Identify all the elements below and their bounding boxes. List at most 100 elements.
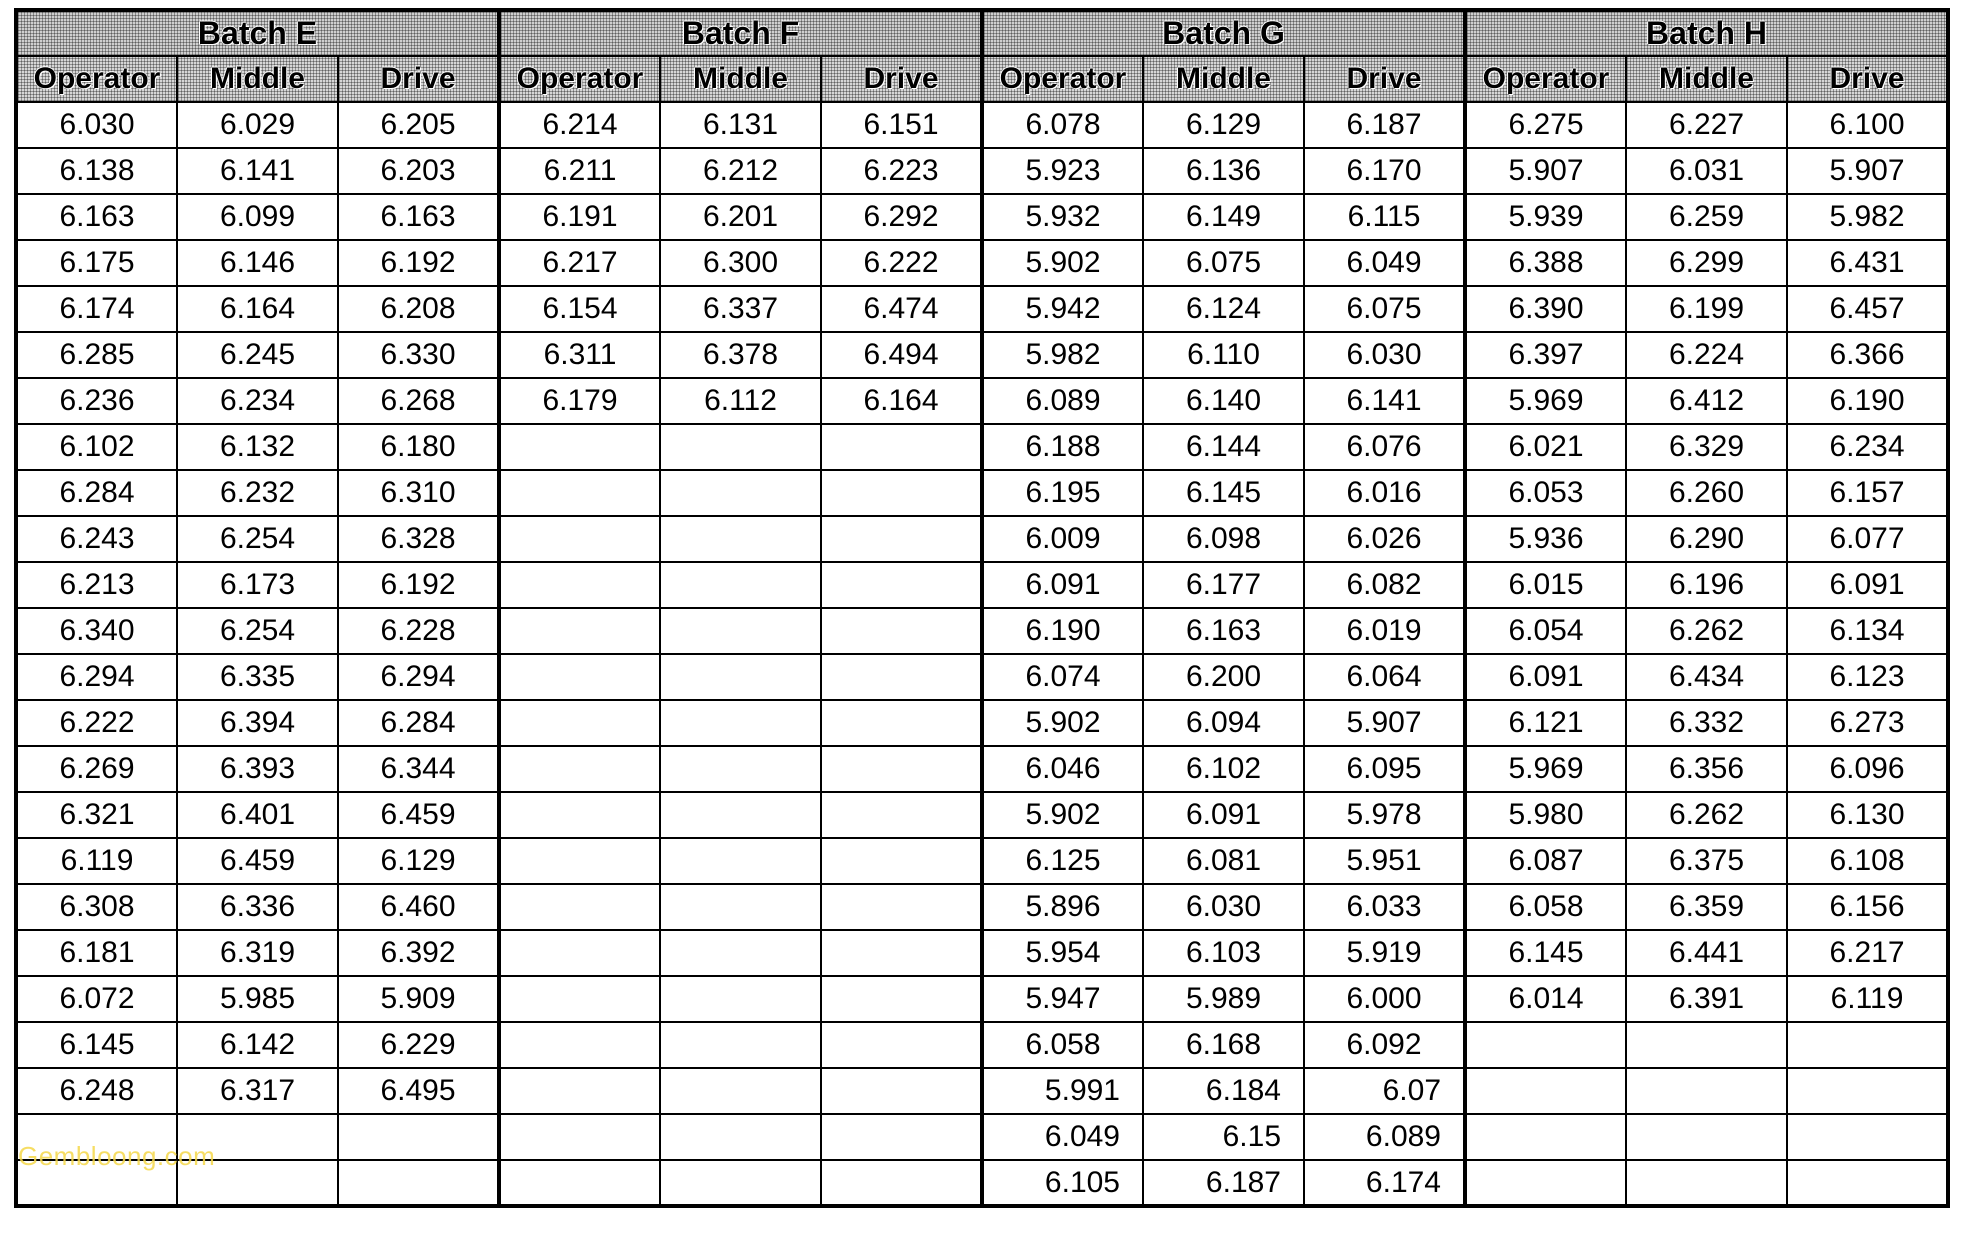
table-cell: 5.907 [1304,700,1465,746]
table-cell [660,976,821,1022]
table-row: 6.2946.3356.2946.0746.2006.0646.0916.434… [16,654,1948,700]
table-cell: 6.190 [982,608,1143,654]
table-cell: 6.201 [660,194,821,240]
table-cell: 6.356 [1626,746,1787,792]
table-cell: 6.115 [1304,194,1465,240]
table-row: 6.0306.0296.2056.2146.1316.1516.0786.129… [16,102,1948,148]
table-cell: 6.174 [1304,1160,1465,1206]
table-cell [1626,1114,1787,1160]
table-cell: 6.142 [177,1022,338,1068]
table-cell: 6.074 [982,654,1143,700]
table-cell [499,1068,660,1114]
table-cell [338,1114,499,1160]
table-cell: 5.923 [982,148,1143,194]
table-row: 6.1056.1876.174 [16,1160,1948,1206]
table-cell [338,1160,499,1206]
table-row: 6.1386.1416.2036.2116.2126.2235.9236.136… [16,148,1948,194]
table-cell: 6.269 [16,746,177,792]
table-cell: 6.049 [1304,240,1465,286]
table-cell: 6.199 [1626,286,1787,332]
table-cell: 6.223 [821,148,982,194]
table-cell: 5.989 [1143,976,1304,1022]
table-row: 6.2696.3936.3446.0466.1026.0955.9696.356… [16,746,1948,792]
table-cell: 6.196 [1626,562,1787,608]
table-cell: 6.187 [1304,102,1465,148]
table-row: 6.1456.1426.2296.0586.1686.092 [16,1022,1948,1068]
table-row: 6.1756.1466.1926.2176.3006.2225.9026.075… [16,240,1948,286]
table-cell: 6.335 [177,654,338,700]
table-cell: 6.07 [1304,1068,1465,1114]
table-cell: 6.259 [1626,194,1787,240]
table-cell: 5.985 [177,976,338,1022]
table-cell: 6.332 [1626,700,1787,746]
table-cell: 6.102 [1143,746,1304,792]
table-cell: 6.089 [1304,1114,1465,1160]
table-cell: 6.390 [1465,286,1626,332]
table-cell: 6.388 [1465,240,1626,286]
table-cell: 6.087 [1465,838,1626,884]
table-cell: 6.232 [177,470,338,516]
table-row: 6.1816.3196.3925.9546.1035.9196.1456.441… [16,930,1948,976]
table-row: 6.2856.2456.3306.3116.3786.4945.9826.110… [16,332,1948,378]
table-cell: 6.098 [1143,516,1304,562]
col-h-drive: Drive [1787,56,1948,102]
table-cell: 6.236 [16,378,177,424]
col-e-operator: Operator [16,56,177,102]
table-cell: 6.157 [1787,470,1948,516]
table-cell: 6.336 [177,884,338,930]
table-cell: 5.954 [982,930,1143,976]
table-cell [821,930,982,976]
table-cell: 6.030 [1304,332,1465,378]
table-cell: 6.275 [1465,102,1626,148]
table-cell: 6.192 [338,562,499,608]
table-cell: 6.016 [1304,470,1465,516]
table-cell: 6.412 [1626,378,1787,424]
table-cell: 6.208 [338,286,499,332]
table-cell: 5.978 [1304,792,1465,838]
table-cell [821,516,982,562]
table-cell: 6.096 [1787,746,1948,792]
table-cell: 6.141 [1304,378,1465,424]
table-cell [499,930,660,976]
table-cell [660,608,821,654]
table-cell: 6.031 [1626,148,1787,194]
table-cell: 6.125 [982,838,1143,884]
table-cell: 6.431 [1787,240,1948,286]
table-cell: 6.205 [338,102,499,148]
col-f-drive: Drive [821,56,982,102]
table-cell: 6.254 [177,516,338,562]
table-cell [499,884,660,930]
table-cell: 6.268 [338,378,499,424]
table-cell: 6.15 [1143,1114,1304,1160]
table-cell: 6.227 [1626,102,1787,148]
table-cell: 6.053 [1465,470,1626,516]
table-row: 6.1746.1646.2086.1546.3376.4745.9426.124… [16,286,1948,332]
table-cell: 6.191 [499,194,660,240]
table-row: 6.2486.3176.4955.9916.1846.07 [16,1068,1948,1114]
table-cell: 6.393 [177,746,338,792]
table-cell [660,562,821,608]
table-cell: 5.902 [982,700,1143,746]
table-cell [660,1022,821,1068]
table-cell: 6.099 [177,194,338,240]
table-cell: 6.394 [177,700,338,746]
table-cell: 6.058 [1465,884,1626,930]
table-cell: 6.254 [177,608,338,654]
table-cell: 6.329 [1626,424,1787,470]
table-cell [660,654,821,700]
table-cell: 6.214 [499,102,660,148]
table-cell: 6.262 [1626,792,1787,838]
col-e-drive: Drive [338,56,499,102]
table-cell [821,976,982,1022]
table-cell: 6.262 [1626,608,1787,654]
table-cell [821,1114,982,1160]
table-cell [660,792,821,838]
table-cell: 6.130 [1787,792,1948,838]
table-cell: 5.947 [982,976,1143,1022]
table-cell: 6.328 [338,516,499,562]
table-cell: 6.188 [982,424,1143,470]
table-cell: 6.119 [16,838,177,884]
table-cell: 6.105 [982,1160,1143,1206]
table-cell: 5.982 [1787,194,1948,240]
table-cell: 6.129 [1143,102,1304,148]
